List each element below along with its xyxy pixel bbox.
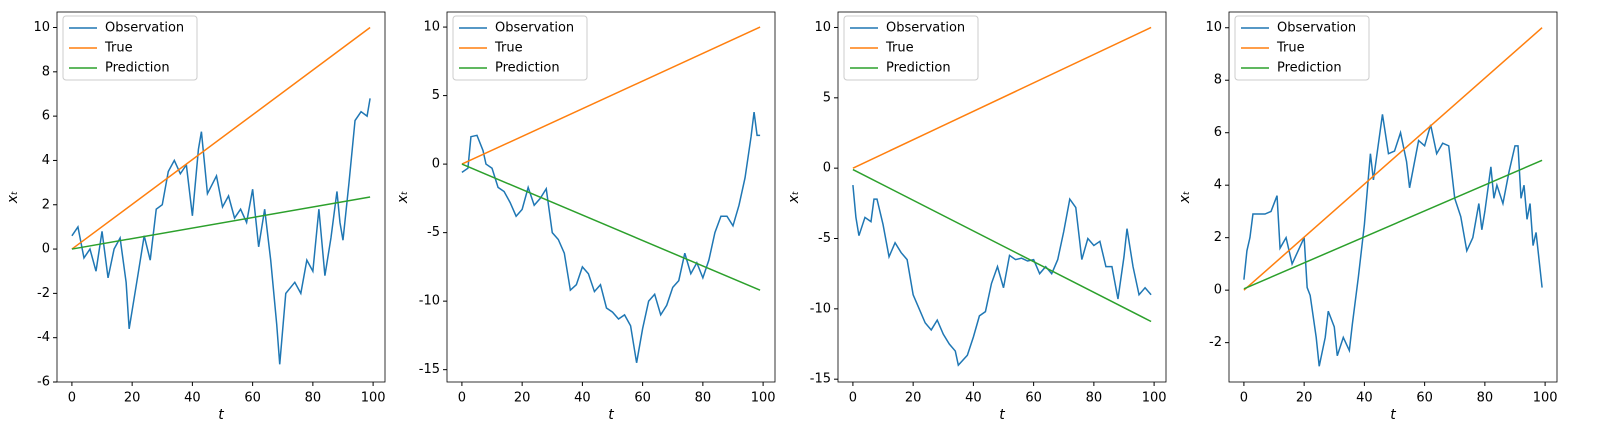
x-tick-label: 80 [695, 391, 712, 406]
y-tick-label: 0 [823, 161, 831, 176]
x-tick-label: 20 [124, 391, 141, 406]
y-tick-label: -5 [818, 231, 831, 246]
y-tick-label: 0 [1214, 283, 1222, 298]
panel: 0 20 40 60 80 100 -6 -4 -2 0 2 4 6 8 10 t xₜ Observation T… [5, 11, 386, 423]
y-tick-label: -10 [810, 301, 831, 316]
x-axis-label: t [608, 407, 614, 423]
panel: 0 20 40 60 80 100 -15 -10 -5 0 5 10 t xₜ Observation Tr… [786, 11, 1167, 423]
y-tick-label: 5 [823, 90, 831, 105]
x-tick-label: 100 [1142, 391, 1167, 406]
legend-label: True [104, 41, 133, 56]
series-line [461, 163, 761, 291]
x-tick-label: 0 [1240, 391, 1248, 406]
series-line [1243, 114, 1543, 367]
legend-label: Prediction [886, 61, 951, 76]
axes-frame [1228, 11, 1558, 383]
legend-label: True [494, 41, 523, 56]
panel: 0 20 40 60 80 100 -2 0 2 4 6 8 10 t xₜ Observation True P… [1177, 11, 1558, 423]
legend-label: Observation [495, 21, 574, 36]
legend-box [62, 15, 198, 81]
x-tick-label: 40 [184, 391, 201, 406]
y-axis-label: xₜ [786, 191, 802, 204]
y-tick-label: 2 [1214, 230, 1222, 245]
x-tick-label: 0 [458, 391, 466, 406]
x-tick-label: 60 [244, 391, 261, 406]
panel: 0 20 40 60 80 100 -15 -10 -5 0 5 10 t xₜ Observation Tr… [395, 11, 776, 423]
x-axis-label: t [218, 407, 224, 423]
legend-label: Observation [1277, 21, 1356, 36]
y-tick-label: 2 [42, 197, 50, 212]
y-tick-label: -2 [37, 286, 50, 301]
legend-box [452, 15, 588, 81]
y-tick-label: 10 [1205, 20, 1222, 35]
x-tick-label: 20 [905, 391, 922, 406]
x-tick-label: 40 [965, 391, 982, 406]
series-line [71, 98, 371, 365]
legend-box [843, 15, 979, 81]
y-tick-label: 0 [42, 242, 50, 257]
y-tick-label: 8 [1214, 73, 1222, 88]
x-tick-label: 60 [1416, 391, 1433, 406]
legend-label: True [885, 41, 914, 56]
x-tick-label: 100 [361, 391, 386, 406]
y-tick-label: 0 [432, 157, 440, 172]
x-tick-label: 20 [514, 391, 531, 406]
legend-label: Prediction [495, 61, 560, 76]
series-line [852, 26, 1152, 169]
y-tick-label: -15 [419, 362, 440, 377]
axes-frame [837, 11, 1167, 383]
x-axis-label: t [999, 407, 1005, 423]
y-tick-label: 5 [432, 88, 440, 103]
y-tick-label: 4 [42, 153, 50, 168]
x-tick-label: 0 [849, 391, 857, 406]
x-tick-label: 100 [751, 391, 776, 406]
x-tick-label: 40 [574, 391, 591, 406]
x-tick-label: 80 [1086, 391, 1103, 406]
series-line [1243, 27, 1543, 291]
y-tick-label: 6 [42, 109, 50, 124]
y-tick-label: -4 [37, 330, 50, 345]
y-tick-label: 10 [814, 20, 831, 35]
x-tick-label: 0 [68, 391, 76, 406]
y-tick-label: 10 [423, 20, 440, 35]
legend-label: Observation [105, 21, 184, 36]
legend-box [1234, 15, 1370, 81]
legend-label: Prediction [105, 61, 170, 76]
x-tick-label: 80 [1477, 391, 1494, 406]
y-tick-label: 4 [1214, 178, 1222, 193]
series-line [461, 111, 761, 363]
x-tick-label: 40 [1356, 391, 1373, 406]
y-tick-label: -10 [419, 294, 440, 309]
x-tick-label: 80 [305, 391, 322, 406]
legend-label: Observation [886, 21, 965, 36]
y-tick-label: -15 [810, 372, 831, 387]
y-tick-label: -2 [1209, 335, 1222, 350]
y-tick-label: -5 [427, 225, 440, 240]
y-tick-label: 10 [33, 20, 50, 35]
axes-frame [56, 11, 386, 383]
x-tick-label: 60 [634, 391, 651, 406]
legend-label: Prediction [1277, 61, 1342, 76]
series-line [1243, 159, 1543, 290]
x-tick-label: 60 [1025, 391, 1042, 406]
y-tick-label: -6 [37, 375, 50, 390]
series-line [852, 184, 1152, 367]
y-tick-label: 8 [42, 64, 50, 79]
series-line [852, 168, 1152, 323]
axes-frame [446, 11, 776, 383]
y-axis-label: xₜ [5, 191, 21, 204]
series-line [71, 26, 371, 250]
x-tick-label: 20 [1296, 391, 1313, 406]
series-line [71, 196, 371, 250]
series-line [461, 26, 761, 165]
x-tick-label: 100 [1533, 391, 1558, 406]
legend-label: True [1276, 41, 1305, 56]
y-axis-label: xₜ [1177, 191, 1193, 204]
y-axis-label: xₜ [395, 191, 411, 204]
y-tick-label: 6 [1214, 125, 1222, 140]
x-axis-label: t [1390, 407, 1396, 423]
